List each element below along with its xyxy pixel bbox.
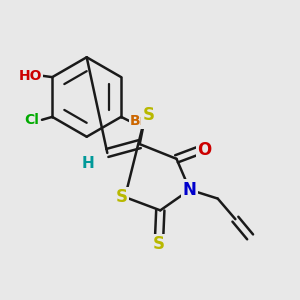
Text: Cl: Cl	[24, 113, 39, 127]
Text: O: O	[197, 141, 212, 159]
Text: Br: Br	[130, 114, 148, 128]
Text: H: H	[82, 156, 94, 171]
Text: HO: HO	[18, 69, 42, 83]
Text: S: S	[153, 235, 165, 253]
Text: N: N	[183, 181, 197, 199]
Text: S: S	[116, 188, 128, 206]
Text: S: S	[142, 106, 154, 124]
